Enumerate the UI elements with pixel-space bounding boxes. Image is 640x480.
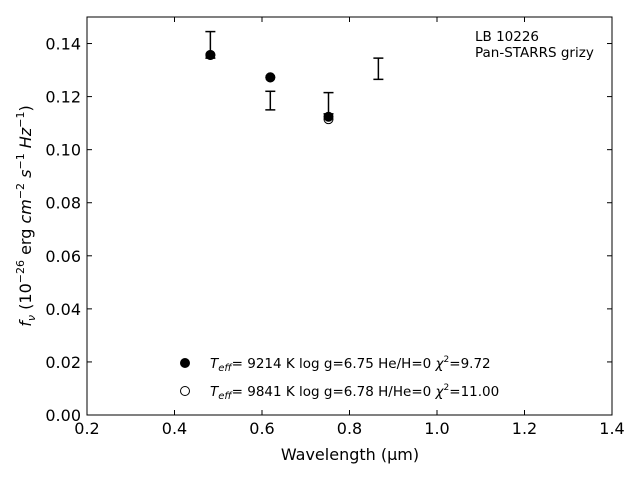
legend-marker-filled	[180, 358, 190, 368]
errorbar	[373, 57, 384, 81]
annotation-line-2: Pan-STARRS grizy	[475, 45, 594, 61]
x-tick-label: 1.0	[424, 419, 449, 438]
legend-2-logg: log g=6.78	[299, 384, 374, 400]
legend-1-chi2: 9.72	[461, 356, 491, 372]
legend-marker-open	[180, 386, 190, 396]
y-tick-label: 0.06	[45, 247, 81, 266]
y-tick-label: 0.04	[45, 300, 81, 319]
legend-2-comp: H/He=0	[378, 384, 431, 400]
y-axis: 0.00 0.02 0.04 0.06 0.08 0.10 0.12 0.14	[45, 35, 612, 425]
legend-2-teff: 9841 K	[247, 384, 296, 400]
legend-entry-1: Teff= 9214 K log g=6.75 He/H=0 χ2=9.72	[210, 355, 491, 374]
errorbar	[265, 90, 276, 111]
point-filled	[205, 49, 216, 60]
data-marks	[205, 30, 384, 125]
legend-entry-2: Teff= 9841 K log g=6.78 H/He=0 χ2=11.00	[210, 383, 499, 402]
y-tick-label: 0.02	[45, 353, 81, 372]
y-tick-label: 0.14	[45, 35, 81, 54]
x-tick-label: 0.2	[74, 419, 99, 438]
x-tick-label: 0.4	[162, 419, 187, 438]
x-tick-label: 1.4	[599, 419, 624, 438]
y-tick-label: 0.10	[45, 141, 81, 160]
y-tick-label: 0.12	[45, 88, 81, 107]
point-filled	[265, 72, 276, 83]
x-tick-label: 0.8	[337, 419, 362, 438]
y-tick-label: 0.00	[45, 406, 81, 425]
legend-1-comp: He/H=0	[378, 356, 431, 372]
x-tick-label: 0.6	[249, 419, 274, 438]
errorbar	[323, 91, 334, 115]
y-axis-label: fν (10−26 erg cm−2 s−1 Hz−1)	[14, 105, 38, 326]
x-axis-label: Wavelength (μm)	[281, 445, 419, 464]
point-filled	[323, 111, 334, 122]
y-tick-label: 0.08	[45, 194, 81, 213]
legend-1-logg: log g=6.75	[299, 356, 374, 372]
legend: Teff= 9214 K log g=6.75 He/H=0 χ2=9.72 T…	[180, 355, 499, 402]
x-axis: 0.2 0.4 0.6 0.8 1.0 1.2 1.4	[74, 17, 625, 438]
annotation-line-1: LB 10226	[475, 29, 539, 45]
x-tick-label: 1.2	[512, 419, 537, 438]
legend-1-teff: 9214 K	[247, 356, 296, 372]
legend-2-chi2: 11.00	[461, 384, 500, 400]
